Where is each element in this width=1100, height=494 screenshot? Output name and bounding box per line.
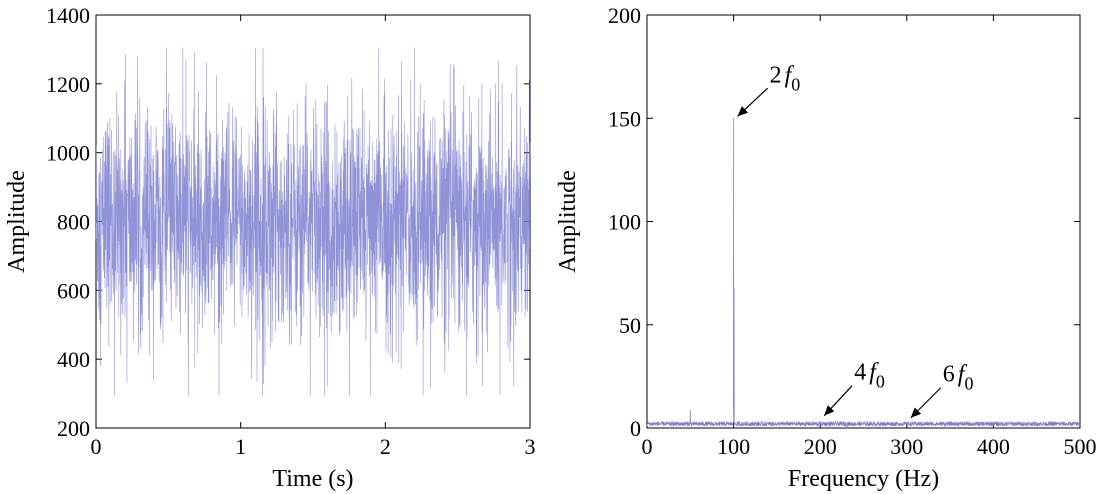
harmonic-symbol: f	[958, 362, 968, 388]
harmonic-label: 6 f0	[943, 362, 974, 394]
y-tick-label: 200	[608, 3, 641, 28]
y-tick-label: 50	[619, 313, 641, 338]
x-tick-label: 0	[91, 434, 102, 459]
y-tick-label: 400	[57, 347, 90, 372]
harmonic-coefficient: 6	[943, 362, 955, 388]
arrow-head	[910, 407, 922, 418]
x-tick-label: 200	[804, 434, 837, 459]
harmonic-coefficient: 2	[770, 62, 782, 88]
harmonic-symbol: f	[785, 62, 795, 88]
harmonic-label: 2 f0	[770, 62, 801, 94]
spectrum-line	[646, 118, 1081, 428]
harmonic-label: 4 f0	[854, 360, 885, 392]
y-tick-label: 800	[57, 210, 90, 235]
y-axis-title: Amplitude	[4, 170, 30, 273]
harmonic-coefficient: 4	[854, 360, 866, 386]
arrow-head	[824, 405, 835, 416]
y-tick-label: 1200	[46, 72, 90, 97]
y-tick-label: 150	[608, 106, 641, 131]
y-axis-title: Amplitude	[555, 170, 581, 273]
harmonic-subscript: 0	[791, 74, 800, 94]
x-tick-label: 100	[717, 434, 750, 459]
y-tick-label: 1000	[46, 141, 90, 166]
harmonic-subscript: 0	[876, 372, 885, 392]
x-axis-title: Frequency (Hz)	[788, 466, 939, 492]
y-tick-label: 600	[57, 278, 90, 303]
x-tick-label: 500	[1064, 434, 1097, 459]
time-domain-chart: 0 1 2 3 200 400 600 800 1000 1200 1400 Time (s) Ampl…	[4, 3, 536, 492]
x-tick-label: 400	[977, 434, 1010, 459]
x-tick-label: 3	[525, 434, 536, 459]
signal-line	[95, 47, 531, 396]
arrow-head	[737, 106, 748, 117]
x-axis-title: Time (s)	[272, 466, 353, 492]
x-tick-label: 0	[642, 434, 653, 459]
y-tick-label: 100	[608, 210, 641, 235]
x-tick-label: 2	[380, 434, 391, 459]
y-tick-label: 200	[57, 416, 90, 441]
harmonic-subscript: 0	[964, 374, 973, 394]
y-tick-label: 1400	[46, 3, 90, 28]
x-tick-label: 1	[235, 434, 246, 459]
x-tick-label: 300	[890, 434, 923, 459]
y-tick-label: 0	[630, 416, 641, 441]
harmonic-symbol: f	[869, 360, 879, 386]
